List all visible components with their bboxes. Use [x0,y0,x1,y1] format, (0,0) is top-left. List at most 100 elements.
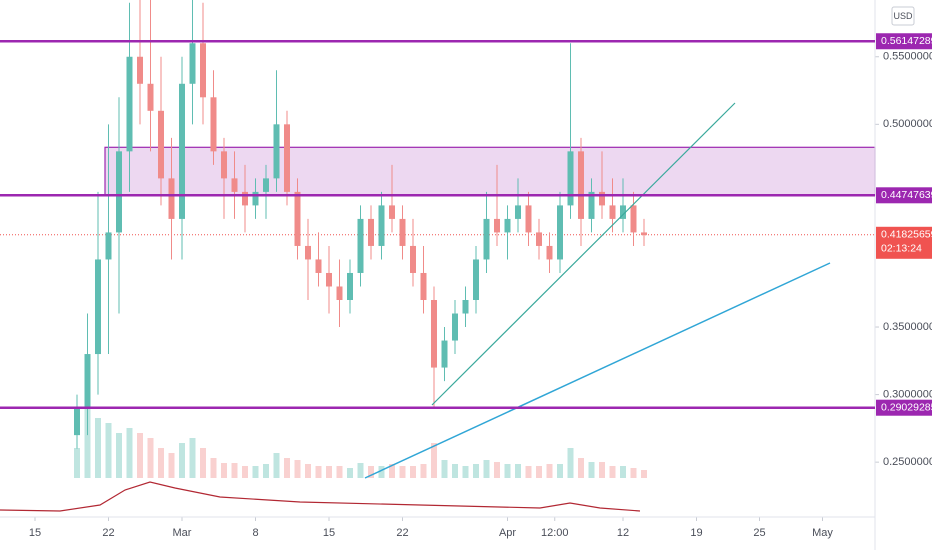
candle-body [420,272,427,300]
x-tick-label: 22 [396,527,408,539]
volume-bar [399,466,406,478]
x-tick-label: 19 [690,527,702,539]
volume-bar [441,460,448,478]
candle-body [441,340,448,368]
candle-body [599,191,605,206]
volume-bar [588,462,595,478]
volume-bar [95,418,101,478]
candle-body [305,245,311,260]
level-tag [876,399,932,416]
x-tick-label: 15 [29,527,41,539]
candle-body [378,205,385,246]
indicator-line [0,481,641,512]
volume-bar [284,458,290,478]
volume-bar [210,458,217,478]
candle-body [336,286,343,300]
x-tick-label: 8 [252,527,258,539]
candle-body [515,205,521,219]
volume-bar [273,453,280,478]
candle-body [137,56,143,84]
candle-body [368,218,374,246]
level-label: 0.29029285 [881,401,932,413]
volume-bar [336,466,343,478]
price-tag [876,226,932,259]
x-tick-label: 12 [617,527,629,539]
volume-bar [620,466,626,478]
y-tick-label: 0.25000000 [883,456,932,468]
volume-bar [252,466,259,478]
volume-bar [410,466,416,478]
x-tick-label: Mar [173,527,192,539]
volume-bar [494,462,500,478]
candle-body [263,178,269,192]
candle-body [147,83,154,111]
candle-body [84,354,91,409]
candle-body [630,205,637,233]
volume-bar [231,463,238,478]
candle-body [284,124,290,192]
volume-bar [578,458,584,478]
x-tick-label: Apr [499,527,516,539]
volume-bar [200,448,206,478]
volume-bar [599,462,605,478]
candle-body [347,272,353,300]
volume-bar [189,438,196,478]
volume-bar [168,453,175,478]
volume-bar [515,464,521,478]
x-tick-label: 25 [753,527,765,539]
volume-bar [389,464,395,478]
candle-body [179,83,185,219]
volume-bar [420,464,427,478]
volume-bar [357,463,364,478]
currency-box[interactable] [891,6,915,26]
x-tick-label: 15 [323,527,335,539]
volume-bar [126,428,133,478]
volume-bar [368,466,374,478]
volume-bar [452,464,458,478]
level-tag [876,187,932,204]
trendline [364,262,831,479]
candle-body [231,178,238,192]
candle-body [567,151,574,206]
volume-bar [315,466,322,478]
volume-bar [347,468,353,478]
volume-bar [294,460,301,478]
volume-bar [158,448,164,478]
candle-body [588,191,595,219]
volume-bar [326,466,332,478]
level-label: 0.44747639 [881,189,932,201]
x-tick-label: 12:00 [541,527,569,539]
volume-bar [483,460,490,478]
candle-body [431,300,437,368]
candle-body [326,272,332,287]
price-label: 0.41825659 [881,229,932,241]
volume-bar [504,464,511,478]
candle-body [620,205,626,219]
candle-body [462,300,469,314]
candle-body [200,43,206,98]
volume-bar [473,464,479,478]
volume-bar [84,408,91,478]
volume-bar [609,466,616,478]
volume-bar [263,464,269,478]
candle-body [504,218,511,233]
candle-body [116,151,122,233]
candle-body [452,313,458,341]
candle-body [546,245,553,260]
candle-body [357,218,364,273]
candle-body [609,205,616,219]
candle-body [399,218,406,246]
volume-bar [116,433,122,478]
volume-bar [378,466,385,478]
volume-bar [431,443,437,478]
candle-body [525,205,532,233]
volume-bar [305,464,311,478]
countdown: 02:13:24 [881,243,922,255]
volume-bar [105,423,112,478]
candle-body [221,151,227,179]
candle-body [273,124,280,179]
candle-body [74,408,80,436]
candle-body [536,232,542,246]
